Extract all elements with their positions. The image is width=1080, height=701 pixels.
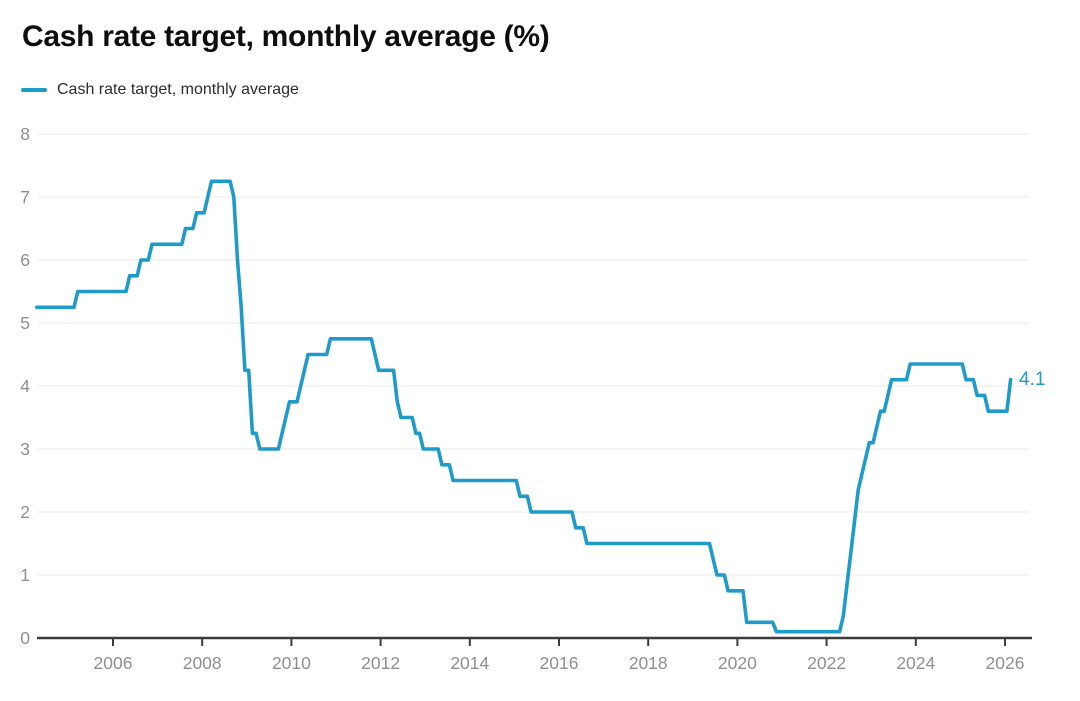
x-axis-tick-label: 2010 (272, 653, 311, 673)
y-axis-tick-label: 1 (20, 565, 30, 585)
chart-title: Cash rate target, monthly average (%) (22, 20, 550, 53)
y-axis-tick-label: 0 (20, 628, 30, 648)
x-axis-tick-label: 2012 (361, 653, 400, 673)
x-axis-tick-label: 2006 (94, 653, 133, 673)
x-axis-tick-label: 2022 (807, 653, 846, 673)
x-axis-tick-label: 2024 (896, 653, 935, 673)
legend: Cash rate target, monthly average (21, 81, 299, 99)
y-axis-tick-label: 7 (20, 187, 30, 207)
x-axis-tick-label: 2018 (629, 653, 668, 673)
x-axis-tick-label: 2008 (183, 653, 222, 673)
x-axis-tick-label: 2016 (540, 653, 579, 673)
y-axis-tick-label: 2 (20, 502, 30, 522)
rate-line (34, 179, 1013, 634)
last-value-label: 4.1 (1019, 369, 1046, 390)
y-axis-tick-label: 8 (20, 124, 30, 144)
x-axis-tick-label: 2020 (718, 653, 757, 673)
legend-label: Cash rate target, monthly average (57, 81, 299, 98)
x-axis-tick-label: 2014 (450, 653, 489, 673)
legend-line-swatch (21, 88, 47, 92)
y-axis-tick-label: 3 (20, 439, 30, 459)
x-axis-tick-label: 2026 (986, 653, 1025, 673)
y-axis-tick-label: 4 (20, 376, 30, 396)
y-axis-tick-label: 5 (20, 313, 30, 333)
y-axis-tick-label: 6 (20, 250, 30, 270)
